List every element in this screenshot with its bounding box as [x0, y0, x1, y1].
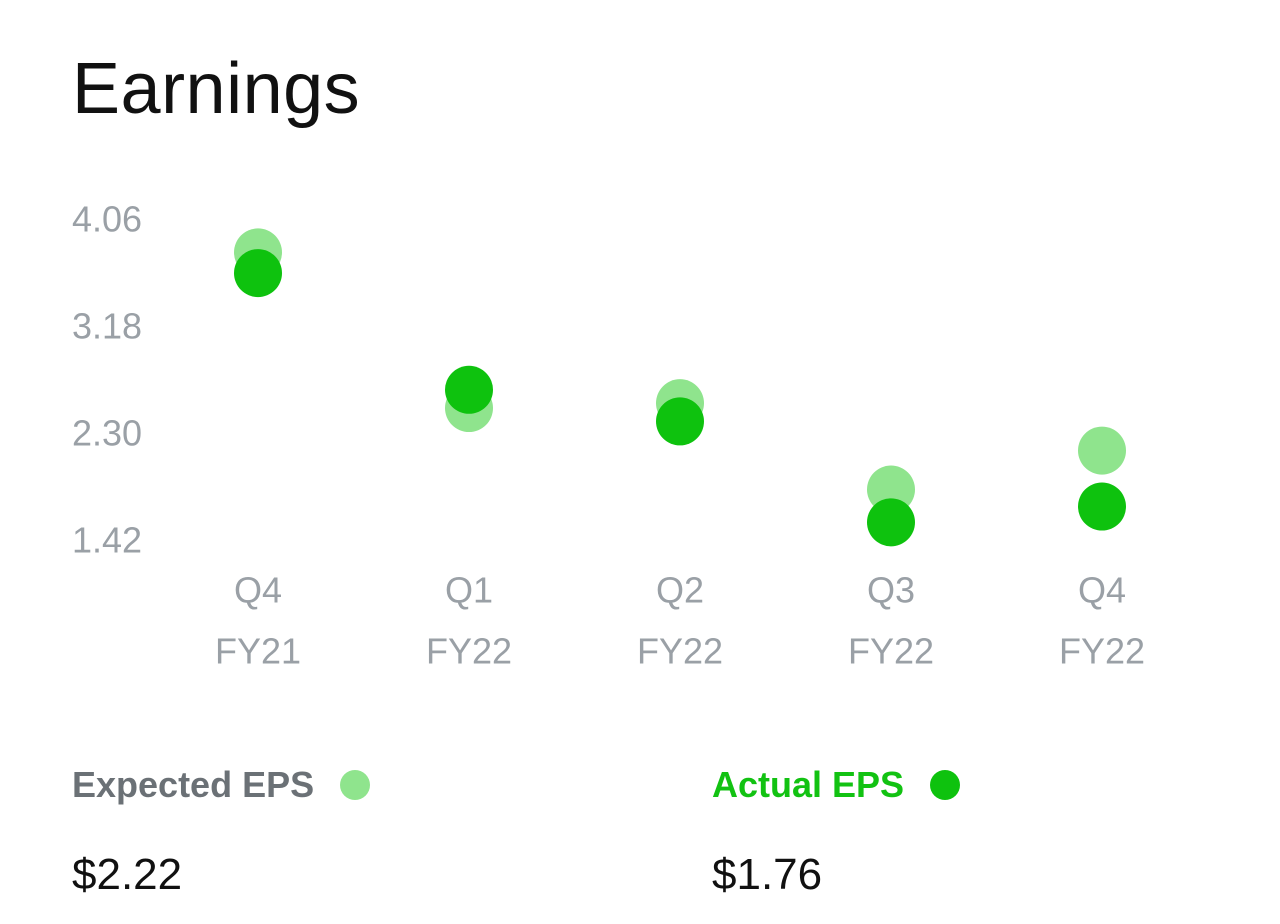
legend-actual-dot — [930, 770, 961, 800]
actual-eps-point[interactable] — [445, 365, 493, 414]
x-tick-year-label: FY22 — [426, 631, 512, 672]
actual-eps-point[interactable] — [867, 498, 915, 547]
actual-eps-point[interactable] — [234, 249, 282, 298]
expected-eps-point[interactable] — [1078, 426, 1126, 475]
y-tick-label: 4.06 — [72, 199, 142, 240]
x-tick-year-label: FY22 — [637, 631, 723, 672]
y-tick-label: 3.18 — [72, 306, 142, 347]
expected-eps-point[interactable] — [867, 465, 915, 514]
page-title: Earnings — [72, 49, 361, 129]
actual-eps-value: $1.76 — [712, 850, 823, 899]
earnings-chart: 4.06 3.18 2.30 1.42 Q4 FY21 Q1 FY22 Q2 FY22 Q3 FY22… — [72, 199, 1145, 672]
x-tick-quarter-label: Q4 — [234, 570, 282, 611]
x-tick-year-label: FY22 — [848, 631, 934, 672]
legend-expected-label: Expected EPS — [72, 764, 315, 805]
x-tick-year-label: FY22 — [1059, 631, 1145, 672]
actual-eps-point[interactable] — [656, 397, 704, 446]
legend-actual: Actual EPS — [712, 764, 961, 806]
x-tick-quarter-label: Q1 — [445, 570, 493, 611]
legend-actual-label: Actual EPS — [712, 764, 905, 805]
actual-eps-point[interactable] — [1078, 482, 1126, 531]
y-tick-label: 2.30 — [72, 413, 142, 454]
y-tick-label: 1.42 — [72, 520, 142, 561]
x-tick-year-label: FY21 — [215, 631, 301, 672]
x-tick-quarter-label: Q2 — [656, 570, 704, 611]
legend-expected: Expected EPS — [72, 764, 371, 806]
x-tick-quarter-label: Q3 — [867, 570, 915, 611]
expected-eps-value: $2.22 — [72, 850, 183, 899]
x-tick-quarter-label: Q4 — [1078, 570, 1126, 611]
legend-expected-dot — [340, 770, 371, 800]
